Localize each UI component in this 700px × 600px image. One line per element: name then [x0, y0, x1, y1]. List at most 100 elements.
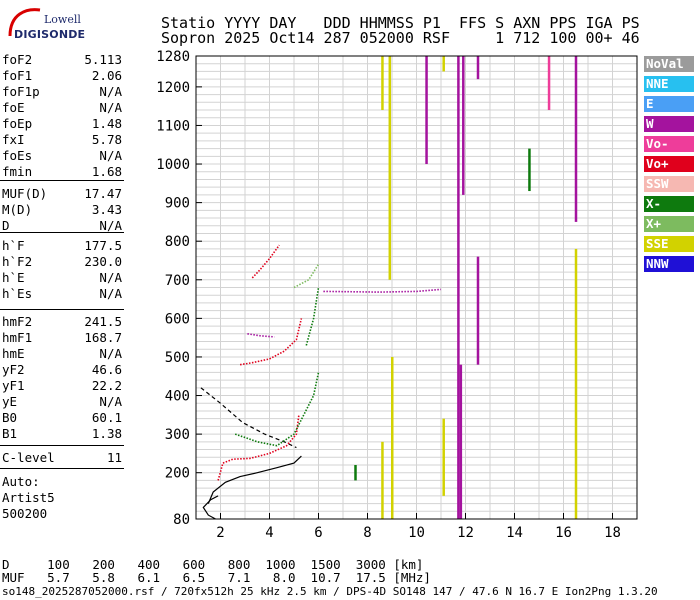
chart-axes: 2 4 6 8 10 12 14 16 18 80 200 300 400 500 600 700 800 900… [156, 49, 638, 541]
x-tick-label: 6 [314, 525, 322, 541]
y-tick-label: 1280 [156, 49, 190, 65]
param-row: yE N/A [2, 394, 122, 410]
x-tick-label: 16 [555, 525, 572, 541]
legend-item: X- [644, 196, 694, 212]
param-value: 46.6 [91, 362, 122, 377]
param-name: fxI [2, 132, 25, 147]
param-name: MUF(D) [2, 186, 48, 201]
y-tick-label: 200 [165, 466, 190, 482]
param-row: M(D) 3.43 [2, 202, 122, 218]
param-row: h`E N/A [2, 270, 122, 286]
legend-item: E [644, 96, 694, 112]
header-line-1: Statio YYYY DAY DDD HHMMSS P1 FFS S AXN … [161, 14, 640, 32]
echo-band [425, 56, 428, 165]
echo-band [547, 56, 551, 111]
param-value: 22.2 [91, 378, 122, 393]
y-tick-label: 700 [165, 273, 190, 289]
echo-band [442, 418, 445, 496]
legend-item: NNE [644, 76, 694, 92]
param-value: 241.5 [84, 314, 122, 329]
echo-band [354, 464, 357, 481]
param-value: 2.06 [91, 68, 122, 83]
y-tick-label: 1000 [156, 157, 190, 173]
legend-item: NoVal [644, 56, 694, 72]
echo-band [459, 364, 463, 519]
param-value: N/A [99, 270, 122, 285]
param-value: N/A [99, 100, 122, 115]
y-tick-label: 300 [165, 427, 190, 443]
param-name: hmE [2, 346, 25, 361]
param-row: hmF1 168.7 [2, 330, 122, 346]
header-line-2: Sopron 2025 Oct14 287 052000 RSF 1 712 1… [161, 29, 640, 47]
param-name: h`E [2, 270, 25, 285]
auto-name: Artist5 [2, 490, 55, 505]
muf-label: MUF [2, 570, 25, 585]
param-row: foEp 1.48 [2, 116, 122, 132]
param-value: 60.1 [91, 410, 122, 425]
param-value: N/A [99, 148, 122, 163]
param-name: foF2 [2, 52, 33, 67]
footer-info: so148_2025287052000.rsf / 720fx512h 25 k… [2, 585, 658, 598]
param-row: hmF2 241.5 [2, 314, 122, 330]
separator [0, 232, 124, 233]
param-row: C-level 11 [2, 450, 122, 466]
echo-band [442, 56, 445, 72]
echo-band [457, 56, 460, 519]
param-value: N/A [99, 286, 122, 301]
x-tick-label: 18 [604, 525, 621, 541]
param-row: h`F2 230.0 [2, 254, 122, 270]
param-value: 230.0 [84, 254, 122, 269]
x-tick-label: 14 [506, 525, 523, 541]
echo-band [391, 356, 394, 519]
param-name: h`F [2, 238, 25, 253]
param-name: B1 [2, 426, 18, 441]
echo-band [381, 441, 384, 519]
echo-trace [323, 288, 442, 293]
param-value: 168.7 [84, 330, 122, 345]
param-value: N/A [99, 218, 122, 233]
param-row: foF2 5.113 [2, 52, 122, 68]
echo-trace [305, 287, 320, 346]
param-name: foE [2, 100, 25, 115]
param-name: hmF1 [2, 330, 33, 345]
y-tick-label: 900 [165, 196, 190, 212]
echo-band [476, 256, 480, 365]
param-name: h`Es [2, 286, 33, 301]
chart-grid [195, 55, 638, 520]
echo-trace [234, 372, 320, 447]
chart-bands [354, 56, 578, 519]
legend-item: Vo- [644, 136, 694, 152]
param-row: fxI 5.78 [2, 132, 122, 148]
param-value: 17.47 [84, 186, 122, 201]
chart-traces [200, 244, 442, 520]
param-name: foF1 [2, 68, 33, 83]
auto-label: Auto: [2, 474, 40, 489]
param-row: B0 60.1 [2, 410, 122, 426]
separator [0, 180, 124, 181]
digisonde-logo: Lowell DIGISONDE [4, 4, 85, 41]
echo-band [528, 148, 531, 192]
x-tick-label: 10 [408, 525, 425, 541]
y-tick-label: 80 [173, 512, 190, 528]
y-tick-label: 500 [165, 350, 190, 366]
plot-frame [195, 55, 638, 520]
param-row: yF2 46.6 [2, 362, 122, 378]
echo-trace [202, 495, 219, 520]
x-tick-label: 4 [265, 525, 273, 541]
param-row: h`Es N/A [2, 286, 122, 302]
logo-lowell-text: Lowell [44, 13, 81, 26]
param-value: 3.43 [91, 202, 122, 217]
legend-item: W [644, 116, 694, 132]
echo-band [388, 56, 392, 280]
param-row: foE N/A [2, 100, 122, 116]
param-row: h`F 177.5 [2, 238, 122, 254]
echo-trace [217, 414, 300, 481]
param-name: yE [2, 394, 18, 409]
param-value: 1.38 [91, 426, 122, 441]
legend-item: Vo+ [644, 156, 694, 172]
param-name: foEs [2, 148, 33, 163]
echo-trace [293, 263, 320, 289]
param-value: 5.78 [91, 132, 122, 147]
echo-trace [239, 318, 303, 366]
param-row: foF1p N/A [2, 84, 122, 100]
